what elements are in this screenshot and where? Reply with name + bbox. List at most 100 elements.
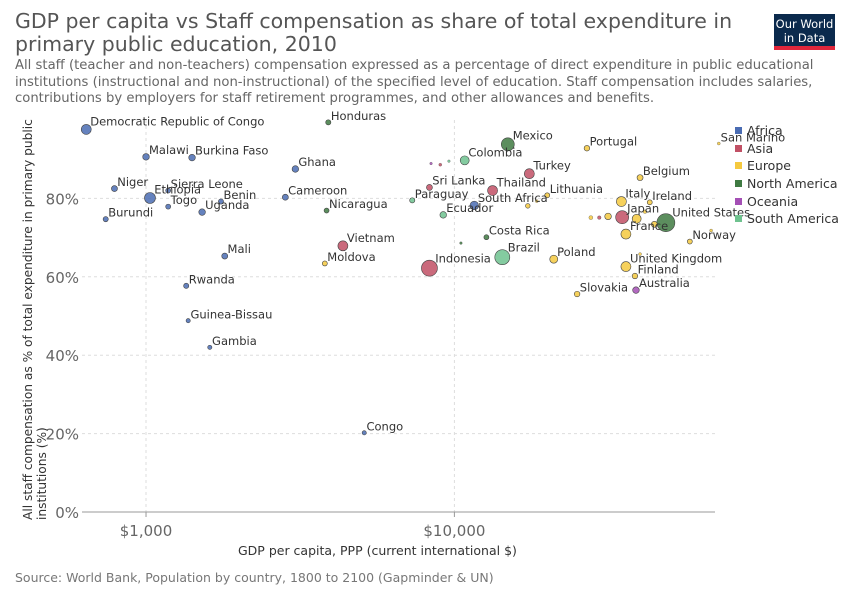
data-point	[142, 153, 150, 161]
data-point	[544, 192, 551, 199]
data-point	[535, 199, 539, 203]
legend-swatch	[735, 162, 742, 170]
legend-item[interactable]: Asia	[735, 140, 839, 158]
point-label: Japan	[626, 201, 659, 215]
data-point	[218, 198, 224, 205]
data-point	[459, 155, 470, 166]
legend-item[interactable]: Oceania	[735, 192, 839, 210]
data-point	[583, 145, 591, 152]
point-label: Togo	[170, 193, 197, 207]
data-point	[165, 203, 171, 210]
data-point	[322, 260, 328, 267]
data-point	[616, 196, 627, 207]
data-point	[185, 318, 191, 324]
data-point	[165, 187, 171, 194]
data-point	[631, 213, 642, 224]
data-point	[646, 199, 653, 206]
data-point	[483, 234, 490, 241]
data-point	[643, 209, 647, 214]
point-label: Nicaragua	[329, 197, 388, 211]
legend-swatch	[735, 127, 742, 135]
legend-item[interactable]: South America	[735, 210, 839, 228]
point-label: Malawi	[149, 143, 189, 157]
data-point	[525, 203, 531, 209]
legend-swatch	[735, 144, 742, 152]
point-label: Brazil	[508, 241, 540, 255]
chart-subtitle: All staff (teacher and non-teachers) com…	[15, 58, 850, 108]
point-label: Guinea-Bissau	[190, 307, 272, 321]
data-point	[198, 208, 206, 216]
point-label: Finland	[638, 262, 679, 276]
data-point	[111, 185, 118, 192]
data-point	[604, 212, 612, 221]
point-label: Uganda	[205, 198, 249, 212]
data-point	[337, 240, 349, 252]
point-label: Colombia	[468, 146, 522, 160]
chart-title: GDP per capita vs Staff compensation as …	[15, 9, 733, 56]
data-point	[487, 185, 498, 196]
point-label: Sri Lanka	[432, 174, 485, 188]
point-label: Ireland	[652, 189, 692, 203]
data-point	[291, 165, 299, 173]
data-point	[494, 249, 511, 266]
data-point	[207, 344, 213, 350]
data-point	[631, 272, 639, 280]
data-point	[188, 154, 196, 162]
data-point	[574, 290, 581, 298]
subtitle-line: institutions (instructional and non-inst…	[15, 74, 813, 90]
legend-item[interactable]: Africa	[735, 122, 839, 140]
y-tick-label: 60%	[46, 269, 79, 287]
point-label: Indonesia	[435, 251, 491, 265]
point-label: Mali	[228, 242, 251, 256]
subtitle-line: All staff (teacher and non-teachers) com…	[15, 58, 814, 73]
data-point	[549, 254, 559, 264]
data-point	[361, 430, 367, 436]
data-point	[409, 197, 416, 204]
data-point	[144, 192, 156, 204]
data-point	[459, 241, 463, 245]
legend-item[interactable]: Europe	[735, 157, 839, 175]
point-label: Rwanda	[189, 272, 235, 286]
point-label: Ethiopia	[154, 183, 201, 197]
source-note[interactable]: Source: World Bank, Population by countr…	[15, 570, 494, 585]
data-point	[615, 210, 629, 225]
point-label: Belgium	[643, 164, 690, 178]
data-point	[638, 252, 642, 256]
x-tick-label: $1,000	[120, 522, 173, 540]
point-label: Ecuador	[446, 201, 493, 215]
logo-text-line: in Data	[783, 31, 826, 45]
data-point	[620, 261, 632, 272]
data-point	[439, 211, 447, 219]
point-label: Vietnam	[347, 231, 395, 245]
legend-swatch	[735, 197, 742, 205]
data-point	[588, 215, 593, 220]
point-label: Poland	[557, 245, 595, 259]
y-tick-label: 20%	[46, 426, 79, 444]
legend-label: South America	[747, 211, 839, 227]
point-label: Burkina Faso	[195, 144, 268, 158]
legend-label: Oceania	[747, 193, 799, 209]
point-label: Italy	[625, 187, 650, 201]
point-label: United Kingdom	[630, 252, 722, 266]
point-label: Thailand	[496, 176, 546, 190]
data-point	[426, 184, 433, 191]
data-point	[102, 216, 109, 223]
data-point	[221, 252, 229, 260]
data-point	[636, 174, 644, 181]
y-tick-label: 80%	[46, 190, 79, 208]
data-point	[597, 215, 602, 220]
x-tick-label: $10,000	[423, 522, 485, 540]
our-world-in-data-logo[interactable]: Our World in Data	[774, 14, 835, 50]
data-point	[687, 238, 693, 245]
data-point	[421, 259, 438, 277]
point-label: United States	[672, 205, 750, 219]
data-point	[429, 162, 433, 165]
x-axis-label: GDP per capita, PPP (current internation…	[238, 543, 517, 558]
point-label: Slovakia	[580, 280, 628, 294]
data-point	[501, 137, 515, 152]
legend-swatch	[735, 180, 742, 188]
point-label: Paraguay	[415, 187, 469, 201]
point-label: Cameroon	[288, 183, 347, 197]
legend-item[interactable]: North America	[735, 175, 839, 193]
data-point	[651, 220, 658, 228]
